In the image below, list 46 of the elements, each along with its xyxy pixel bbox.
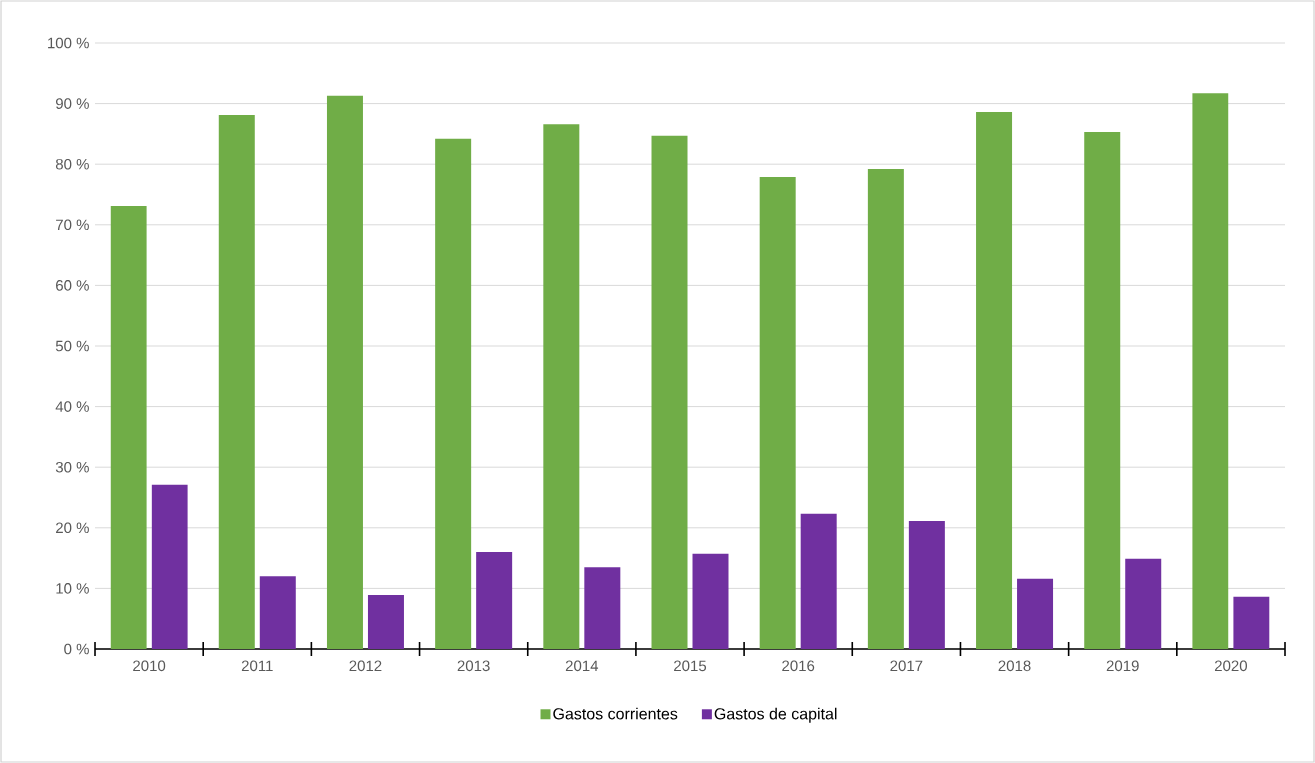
y-tick-label: 0 % xyxy=(64,643,89,655)
bar xyxy=(326,95,363,649)
x-tick-label: 2014 xyxy=(565,660,599,672)
x-tick-label: 2016 xyxy=(782,660,815,672)
y-tick-label: 40 % xyxy=(55,401,89,412)
bar xyxy=(218,115,255,649)
x-tick-label: 2010 xyxy=(133,660,166,672)
x-tick-label: 2015 xyxy=(674,660,707,672)
x-tick-label: 2018 xyxy=(998,660,1031,672)
bar xyxy=(1017,578,1054,649)
x-tick-label: 2019 xyxy=(1106,660,1139,672)
bar xyxy=(110,206,147,649)
bar xyxy=(800,513,837,649)
bar xyxy=(692,553,729,649)
bar xyxy=(651,135,688,649)
y-tick-label: 60 % xyxy=(56,280,89,291)
y-tick-label: 70 % xyxy=(56,219,89,231)
x-tick-label: 2011 xyxy=(241,660,273,672)
bar xyxy=(435,138,472,649)
y-tick-label: 80 % xyxy=(55,158,89,170)
bar xyxy=(867,169,904,649)
legend-label: Gastos de capital xyxy=(714,707,837,723)
y-tick-label: 20 % xyxy=(56,522,89,534)
y-tick-label: 10 % xyxy=(56,583,89,594)
y-tick-label: 100 % xyxy=(48,37,89,49)
bar xyxy=(476,552,513,649)
x-tick-label: 2017 xyxy=(890,660,923,672)
legend-label: Gastos corrientes xyxy=(553,707,678,720)
y-tick-label: 50 % xyxy=(55,340,89,352)
bar xyxy=(1084,132,1121,649)
bar xyxy=(1192,93,1229,649)
bar xyxy=(908,521,945,649)
y-tick-label: 30 % xyxy=(55,461,89,473)
bar xyxy=(151,484,188,649)
bar xyxy=(1125,558,1162,649)
y-tick-label: 90 % xyxy=(55,98,89,109)
x-tick-label: 2013 xyxy=(457,660,490,672)
bar xyxy=(976,112,1013,649)
bar xyxy=(367,595,404,649)
bar xyxy=(759,176,796,649)
bar xyxy=(584,567,621,649)
bar xyxy=(259,576,296,649)
x-tick-label: 2012 xyxy=(349,660,382,672)
bar xyxy=(1233,596,1270,649)
x-tick-label: 2020 xyxy=(1214,660,1247,672)
bar xyxy=(543,124,580,649)
